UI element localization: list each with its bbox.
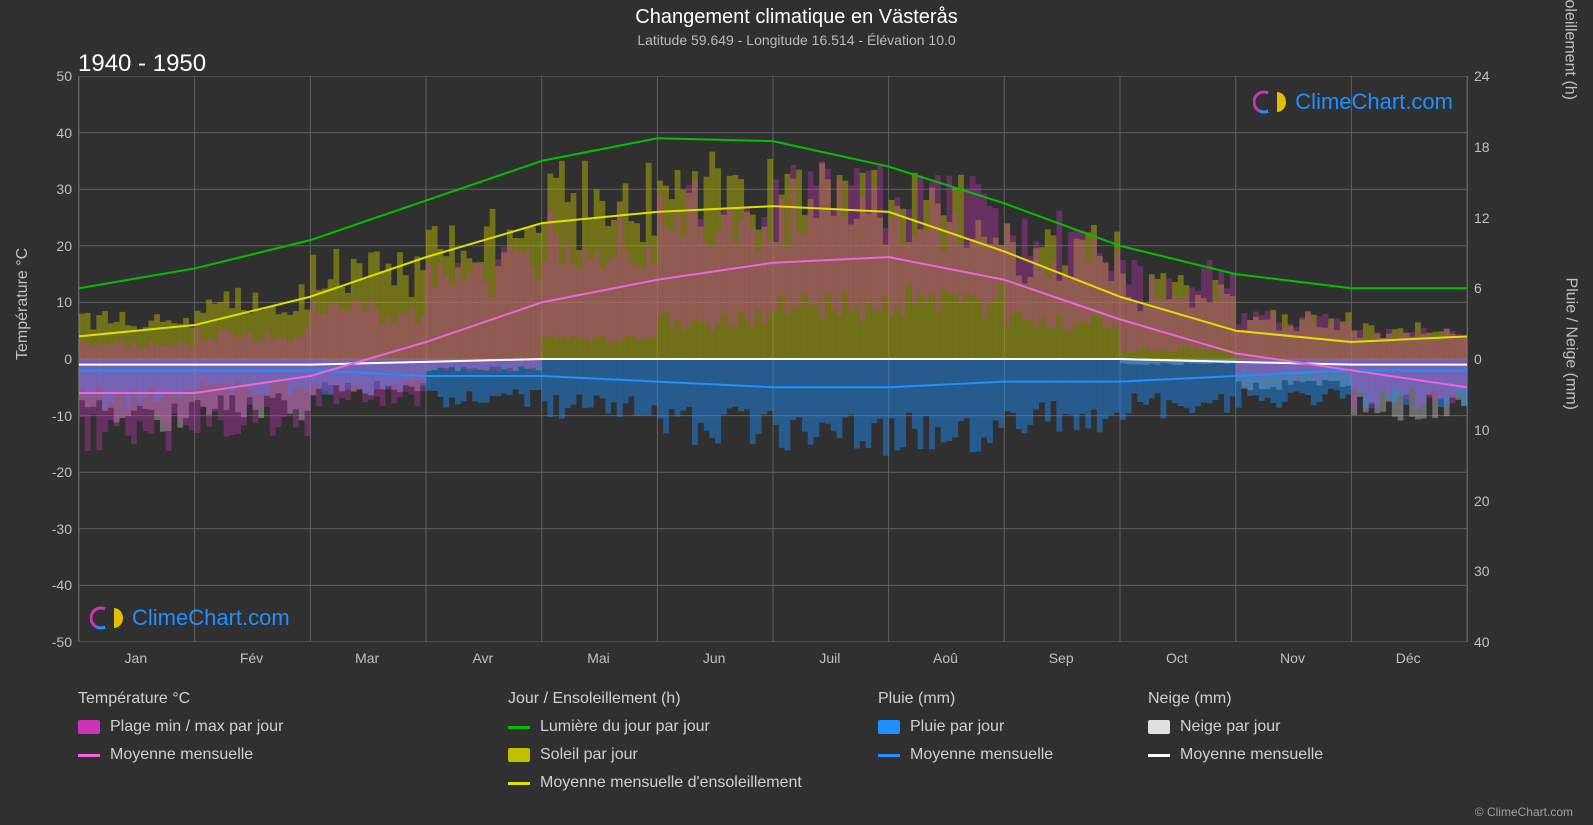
- y-left-tick: -20: [52, 464, 72, 480]
- legend-swatch: [1148, 754, 1170, 757]
- y-right-tick: 18: [1474, 139, 1490, 155]
- chart-title: Changement climatique en Västerås: [0, 6, 1593, 29]
- x-tick: Fév: [240, 650, 263, 666]
- legend-swatch: [78, 720, 100, 734]
- y-right-tick: 40: [1474, 634, 1490, 650]
- legend-item: Plage min / max par jour: [78, 718, 283, 736]
- legend-column: Température °C Plage min / max par jour Mo…: [78, 690, 283, 764]
- legend-item: Neige par jour: [1148, 718, 1323, 736]
- y-right-tick: 20: [1474, 493, 1490, 509]
- legend-label: Soleil par jour: [540, 746, 638, 764]
- legend-item: Moyenne mensuelle: [1148, 746, 1323, 764]
- y-right-top-axis-title: Jour / Ensoleillement (h): [1561, 0, 1579, 100]
- legend-label: Moyenne mensuelle: [110, 746, 253, 764]
- brand-logo-top: ClimeChart.com: [1253, 88, 1453, 116]
- y-left-tick: 50: [56, 68, 72, 84]
- y-right-tick: 0: [1474, 351, 1482, 367]
- legend-column: Jour / Ensoleillement (h) Lumière du jour…: [508, 690, 802, 792]
- legend-column: Neige (mm) Neige par jour Moyenne mensuell…: [1148, 690, 1323, 764]
- x-tick: Mai: [587, 650, 610, 666]
- legend-label: Moyenne mensuelle d'ensoleillement: [540, 774, 802, 792]
- copyright: © ClimeChart.com: [1475, 805, 1573, 819]
- legend-label: Lumière du jour par jour: [540, 718, 710, 736]
- y-left-tick: -30: [52, 521, 72, 537]
- x-tick: Mar: [355, 650, 379, 666]
- y-right-tick: 6: [1474, 280, 1482, 296]
- brand-text: ClimeChart.com: [132, 605, 290, 631]
- chart-subtitle: Latitude 59.649 - Longitude 16.514 - Élé…: [0, 32, 1593, 48]
- legend-swatch: [508, 782, 530, 785]
- legend-item: Lumière du jour par jour: [508, 718, 802, 736]
- logo-icon: [90, 604, 124, 632]
- y-right-bottom-axis-title: Pluie / Neige (mm): [1561, 278, 1579, 410]
- x-tick: Déc: [1396, 650, 1421, 666]
- legend-swatch: [1148, 720, 1170, 734]
- legend-item: Pluie par jour: [878, 718, 1053, 736]
- legend-swatch: [878, 720, 900, 734]
- legend-header: Température °C: [78, 690, 283, 708]
- legend-header: Neige (mm): [1148, 690, 1323, 708]
- x-tick: Juil: [819, 650, 840, 666]
- legend-swatch: [508, 726, 530, 729]
- y-left-tick: 20: [56, 238, 72, 254]
- legend-label: Neige par jour: [1180, 718, 1281, 736]
- legend-item: Soleil par jour: [508, 746, 802, 764]
- legend-column: Pluie (mm) Pluie par jour Moyenne mensuell…: [878, 690, 1053, 764]
- logo-icon: [1253, 88, 1287, 116]
- y-left-tick: 0: [64, 351, 72, 367]
- y-left-tick: 30: [56, 181, 72, 197]
- legend-item: Moyenne mensuelle: [878, 746, 1053, 764]
- y-left-tick: -40: [52, 577, 72, 593]
- brand-text: ClimeChart.com: [1295, 89, 1453, 115]
- y-right-tick: 12: [1474, 210, 1490, 226]
- legend-swatch: [508, 748, 530, 762]
- legend-swatch: [78, 754, 100, 757]
- legend-label: Moyenne mensuelle: [910, 746, 1053, 764]
- legend-item: Moyenne mensuelle d'ensoleillement: [508, 774, 802, 792]
- x-tick: Aoû: [933, 650, 958, 666]
- y-right-tick: 24: [1474, 68, 1490, 84]
- y-right-tick: 10: [1474, 422, 1490, 438]
- legend-label: Plage min / max par jour: [110, 718, 283, 736]
- x-tick: Jan: [125, 650, 148, 666]
- legend-label: Moyenne mensuelle: [1180, 746, 1323, 764]
- x-tick: Nov: [1280, 650, 1305, 666]
- x-axis-labels: Jan Fév Mar Avr Mai Jun Juil Aoû Sep Oct Nov Déc: [78, 650, 1466, 670]
- period-label: 1940 - 1950: [78, 50, 206, 78]
- x-tick: Avr: [472, 650, 493, 666]
- legend-swatch: [878, 754, 900, 757]
- y-left-tick: 40: [56, 125, 72, 141]
- x-tick: Jun: [703, 650, 726, 666]
- y-right-tick: 30: [1474, 563, 1490, 579]
- legend-item: Moyenne mensuelle: [78, 746, 283, 764]
- x-tick: Sep: [1049, 650, 1074, 666]
- y-left-axis-title: Température °C: [14, 248, 32, 360]
- legend-header: Jour / Ensoleillement (h): [508, 690, 802, 708]
- brand-logo-bottom: ClimeChart.com: [90, 604, 290, 632]
- y-left-tick: -10: [52, 408, 72, 424]
- legend-label: Pluie par jour: [910, 718, 1004, 736]
- x-tick: Oct: [1166, 650, 1188, 666]
- chart-container: Changement climatique en Västerås Latitu…: [0, 0, 1593, 825]
- plot-area: [78, 76, 1468, 642]
- plot-svg: [79, 76, 1467, 642]
- legend-header: Pluie (mm): [878, 690, 1053, 708]
- y-left-tick: -50: [52, 634, 72, 650]
- y-left-tick: 10: [56, 294, 72, 310]
